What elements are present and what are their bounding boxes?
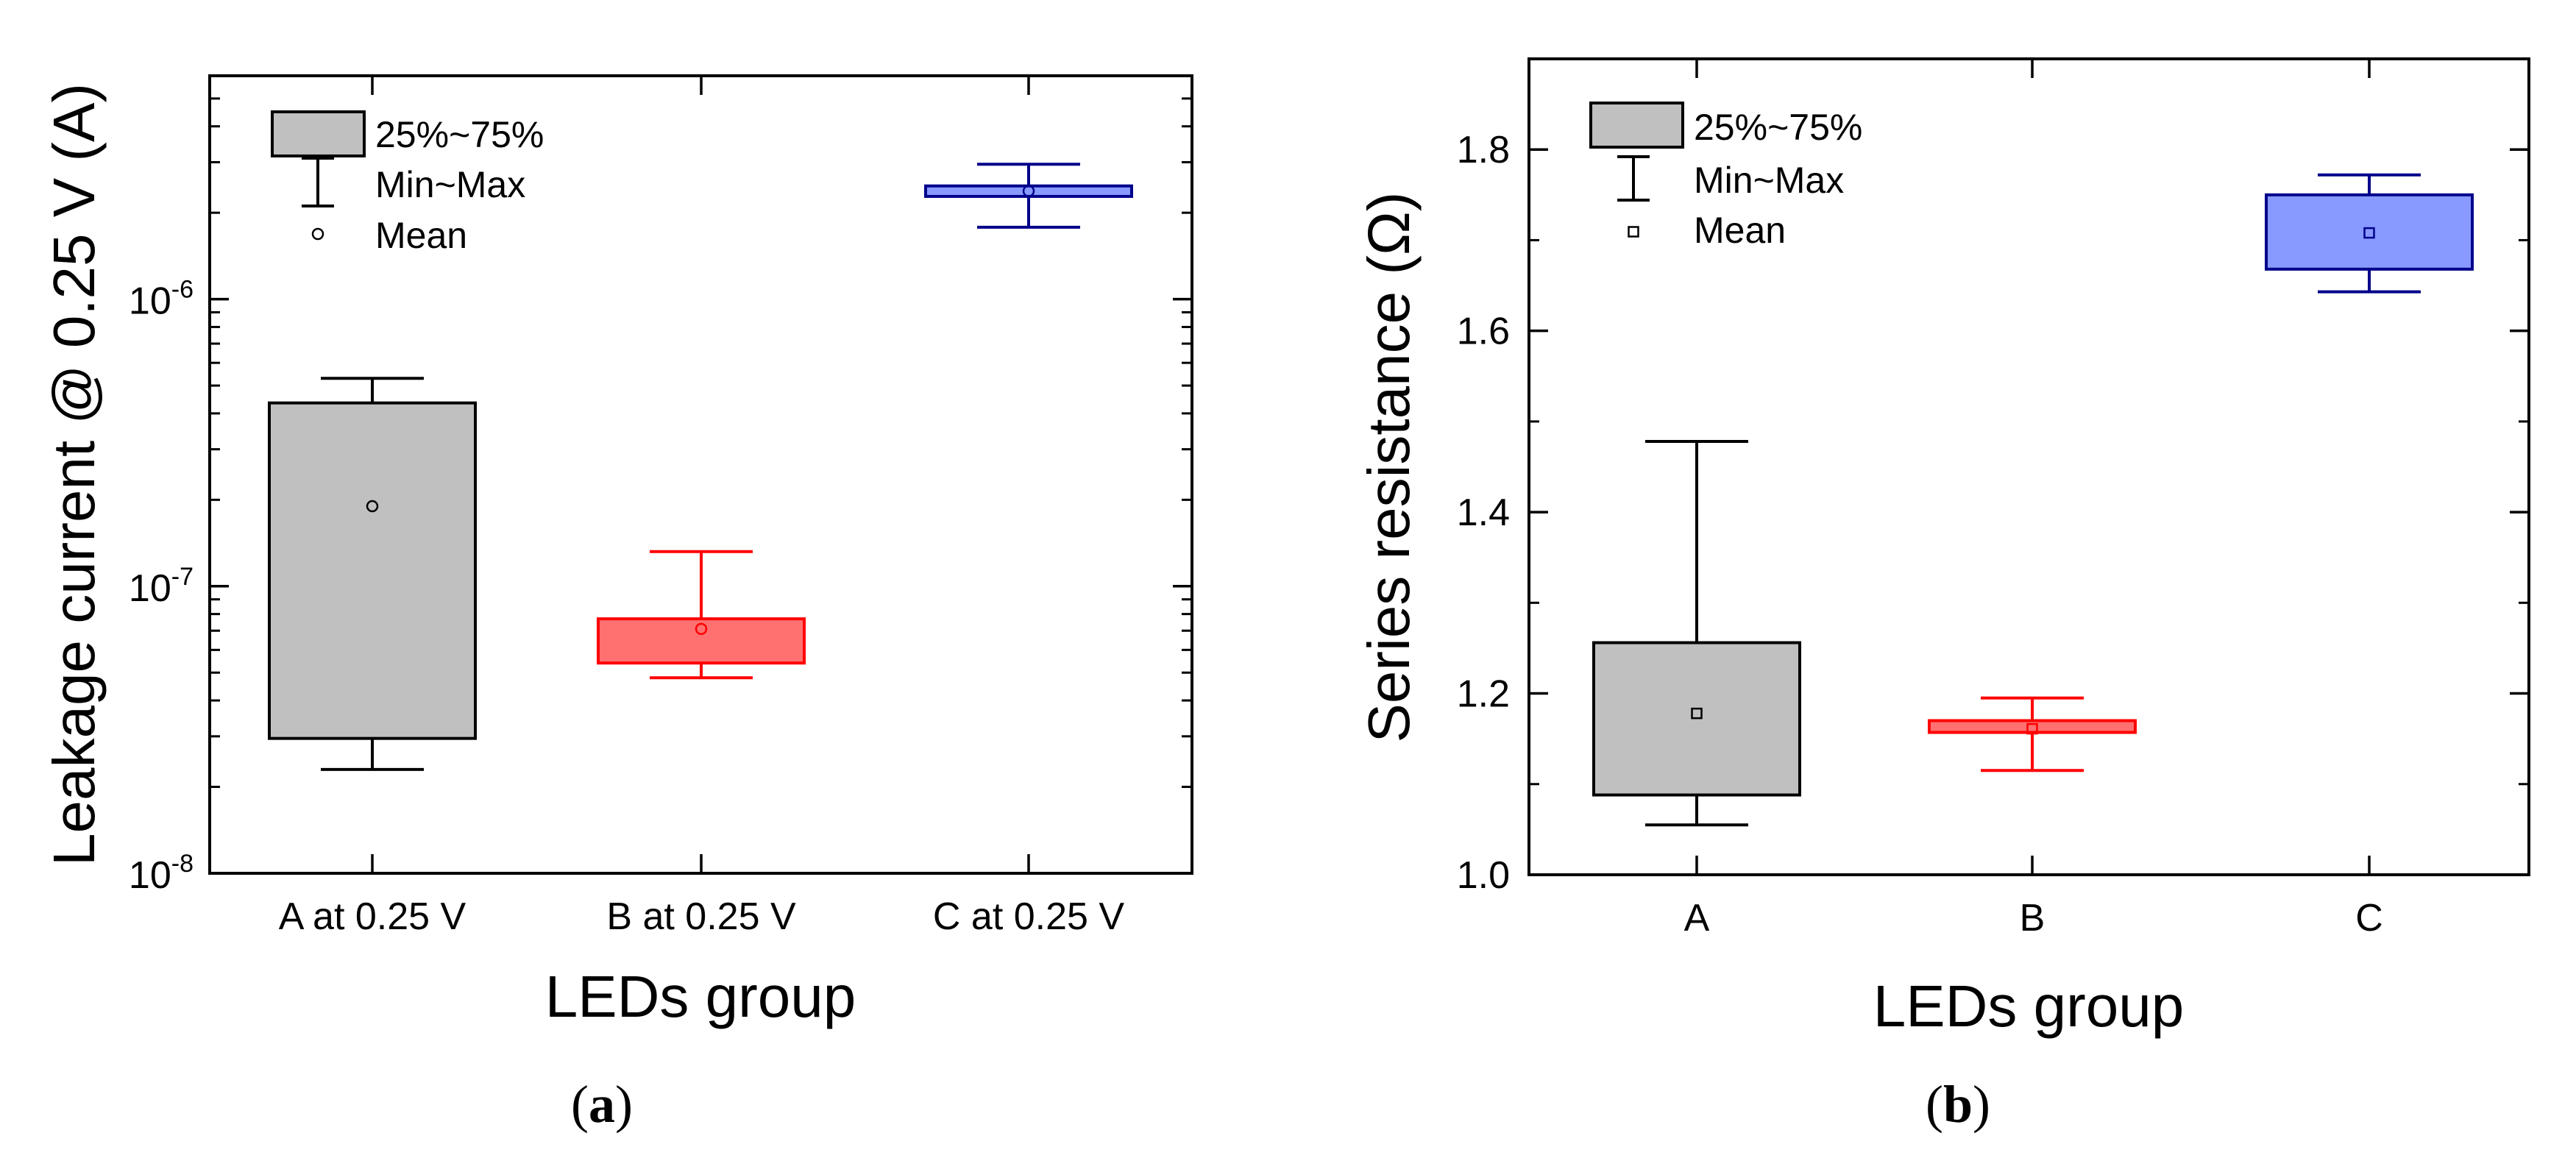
panel-label: (b)	[1926, 1075, 1990, 1134]
legend-entry: Mean	[375, 215, 467, 256]
panel-label-letter: b	[1943, 1075, 1973, 1134]
x-tick-label: B	[2020, 897, 2045, 939]
mean-marker	[2026, 722, 2038, 735]
y-tick-base: 10	[129, 567, 171, 610]
legend-entry: Mean	[1694, 210, 1786, 251]
y-tick-label: 10-8	[129, 850, 194, 897]
y-tick-label: 1.8	[1457, 129, 1510, 171]
panel-label-close: )	[1973, 1075, 1990, 1134]
legend-box-swatch	[1589, 102, 1684, 149]
y-tick-label: 1.4	[1457, 491, 1510, 534]
box-iqr	[2265, 193, 2474, 271]
legend-box-swatch	[271, 110, 366, 157]
legend-mean-swatch	[311, 227, 324, 241]
mean-marker	[1691, 707, 1703, 720]
x-tick-label: B at 0.25 V	[606, 895, 796, 938]
box-iqr	[597, 617, 806, 665]
panel-label: (a)	[571, 1075, 633, 1134]
y-tick-label: 10-7	[129, 563, 194, 610]
panel-label-open: (	[1926, 1075, 1943, 1134]
box-iqr	[1928, 719, 2137, 734]
plot-frame	[1527, 57, 2530, 876]
y-tick-exponent: -6	[171, 276, 194, 304]
y-tick-label: 1.0	[1457, 854, 1510, 897]
box-iqr	[924, 184, 1133, 198]
legend-entry: 25%~75%	[375, 114, 544, 155]
mean-marker	[1022, 185, 1035, 197]
y-tick-label: 1.6	[1457, 310, 1510, 353]
mean-marker	[2363, 227, 2375, 239]
x-tick-label: C at 0.25 V	[933, 895, 1124, 938]
legend-mean-swatch	[1628, 226, 1639, 238]
y-tick-base: 10	[129, 280, 171, 323]
y-tick-label: 1.2	[1457, 673, 1510, 716]
x-tick-label: A at 0.25 V	[279, 895, 466, 938]
panel-b: 1.0 1.2 1.4 1.6 1.8 A B C 25%~75% Min~Max Mean LEDs…	[1356, 57, 2530, 1134]
y-axis-title: Series resistance (Ω)	[1356, 192, 1422, 743]
y-tick-exponent: -7	[171, 563, 194, 591]
legend-entry: 25%~75%	[1694, 107, 1862, 148]
x-axis-title: LEDs group	[1873, 973, 2184, 1039]
panel-label-close: )	[615, 1075, 633, 1134]
box-iqr	[268, 401, 477, 740]
legend-entry: Min~Max	[1694, 160, 1844, 201]
x-tick-label: C	[2355, 897, 2383, 939]
y-tick-label: 10-6	[129, 276, 194, 323]
mean-marker	[366, 500, 379, 513]
x-tick-label: A	[1684, 897, 1710, 939]
panel-label-open: (	[571, 1075, 589, 1134]
y-axis-title: Leakage current @ 0.25 V (A)	[41, 83, 107, 866]
y-tick-exponent: -8	[171, 850, 194, 878]
legend-entry: Min~Max	[375, 164, 525, 205]
y-tick-base: 10	[129, 854, 171, 897]
mean-marker	[695, 622, 708, 636]
panel-label-letter: a	[589, 1075, 615, 1134]
x-axis-title: LEDs group	[545, 964, 856, 1029]
